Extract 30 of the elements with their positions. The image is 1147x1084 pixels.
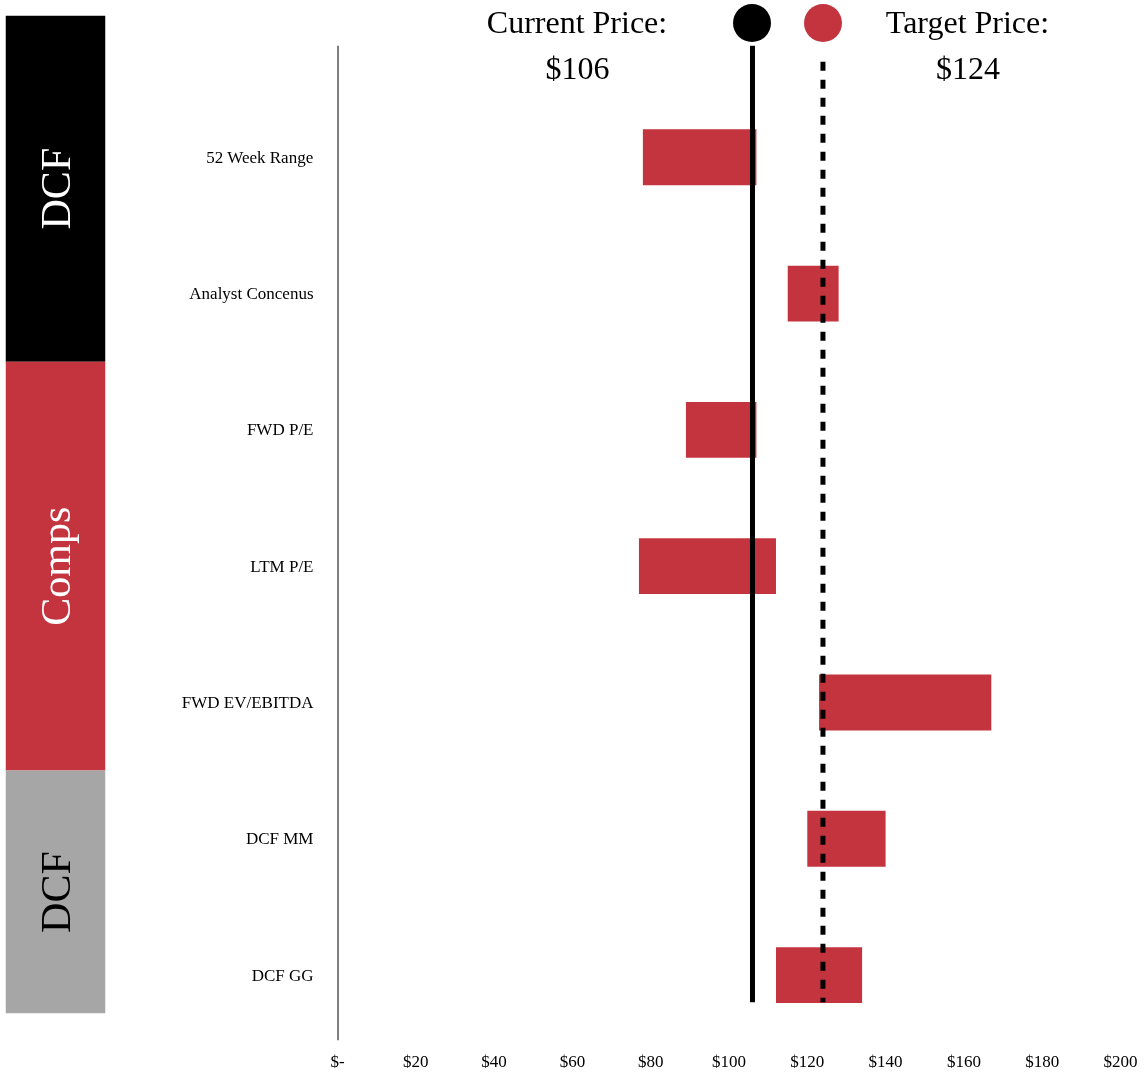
y-tick-label: DCF MM (245, 829, 314, 849)
x-tick-label: $200 (1103, 1051, 1138, 1071)
x-tick-label: $120 (790, 1051, 825, 1071)
x-tick-label: $80 (637, 1051, 664, 1071)
y-tick-label: DCF GG (251, 965, 314, 985)
x-tick-label: $180 (1025, 1051, 1060, 1071)
bar (819, 674, 992, 731)
y-tick-label: FWD EV/EBITDA (181, 692, 315, 712)
text: Target Price: $124 (885, 4, 1050, 86)
x-tick-label: $- (330, 1051, 345, 1071)
y-tick-label: Analyst Concenus (189, 284, 314, 304)
y-tick-label: FWD P/E (246, 420, 314, 440)
x-tick-label: $60 (559, 1051, 586, 1071)
text: DCF (32, 851, 79, 933)
x-tick-label: $140 (868, 1051, 903, 1071)
bar (807, 810, 886, 867)
bar (787, 265, 839, 322)
text: Current Price: $106 (486, 4, 668, 86)
x-tick-label: $20 (403, 1051, 429, 1071)
x-tick-label: $160 (946, 1051, 981, 1071)
x-tick-label: $100 (712, 1051, 746, 1071)
bar (642, 129, 757, 186)
y-tick-label: 52 Week Range (206, 147, 314, 167)
text: DCF (32, 147, 79, 230)
bar (685, 401, 757, 458)
y-tick-label: LTM P/E (250, 556, 314, 576)
bar (775, 947, 863, 1004)
bar (638, 538, 776, 595)
text: Comps (32, 506, 79, 626)
x-tick-label: $40 (481, 1051, 507, 1071)
